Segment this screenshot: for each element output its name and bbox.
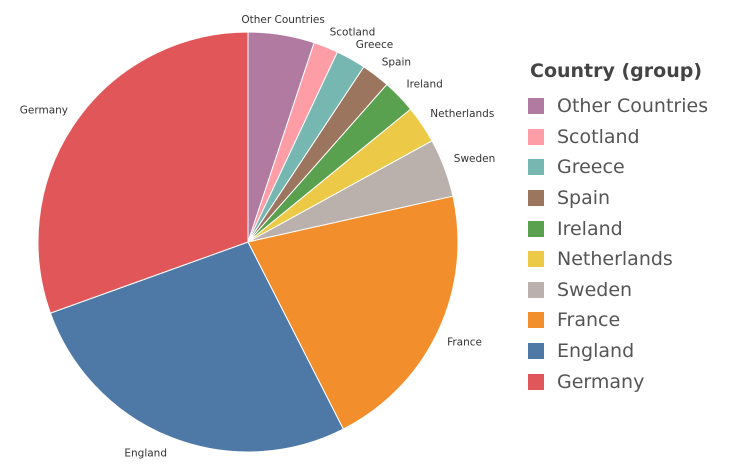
slice-label-sweden: Sweden [454, 153, 496, 165]
legend-item-ireland[interactable]: Ireland [528, 213, 708, 244]
legend-label: England [557, 340, 635, 363]
legend-label: Spain [557, 187, 611, 210]
slice-label-france: France [447, 337, 482, 349]
legend-swatch [528, 281, 544, 298]
slice-label-greece: Greece [356, 39, 393, 51]
slice-label-spain: Spain [382, 56, 411, 68]
slice-france[interactable] [247, 195, 459, 430]
legend-swatch [528, 251, 544, 268]
legend-item-spain[interactable]: Spain [528, 183, 708, 214]
legend-label: France [557, 309, 621, 332]
legend-swatch [528, 128, 544, 145]
legend-swatch [528, 220, 544, 237]
legend: Country (group) Other Countries Scotland G… [528, 60, 708, 397]
legend-swatch [528, 98, 544, 115]
legend-item-england[interactable]: England [528, 336, 708, 367]
legend-label: Netherlands [557, 248, 673, 271]
legend-swatch [528, 312, 544, 329]
legend-item-sweden[interactable]: Sweden [528, 275, 708, 306]
legend-label: Ireland [557, 217, 623, 240]
legend-label: Sweden [557, 278, 633, 301]
legend-swatch [528, 159, 544, 176]
legend-label: Germany [557, 370, 645, 393]
legend-item-scotland[interactable]: Scotland [528, 122, 708, 153]
pie-slices [37, 31, 459, 453]
legend-label: Greece [557, 156, 625, 179]
legend-item-france[interactable]: France [528, 305, 708, 336]
legend-label: Other Countries [557, 95, 709, 118]
slice-england[interactable] [49, 241, 345, 453]
legend-swatch [528, 373, 544, 390]
slice-label-england: England [124, 448, 167, 460]
slice-label-netherlands: Netherlands [430, 108, 494, 120]
legend-label: Scotland [557, 125, 640, 148]
legend-item-other-countries[interactable]: Other Countries [528, 91, 708, 122]
slice-label-germany: Germany [20, 105, 68, 117]
slice-label-scotland: Scotland [330, 27, 376, 39]
legend-swatch [528, 343, 544, 360]
legend-item-germany[interactable]: Germany [528, 366, 708, 397]
legend-items: Other Countries Scotland Greece Spain Irelan… [528, 91, 708, 397]
legend-item-greece[interactable]: Greece [528, 152, 708, 183]
legend-swatch [528, 190, 544, 207]
legend-title: Country (group) [530, 60, 703, 82]
legend-item-netherlands[interactable]: Netherlands [528, 244, 708, 275]
slice-label-ireland: Ireland [407, 78, 443, 90]
slice-label-other-countries: Other Countries [241, 14, 325, 26]
slice-germany[interactable] [37, 31, 249, 314]
